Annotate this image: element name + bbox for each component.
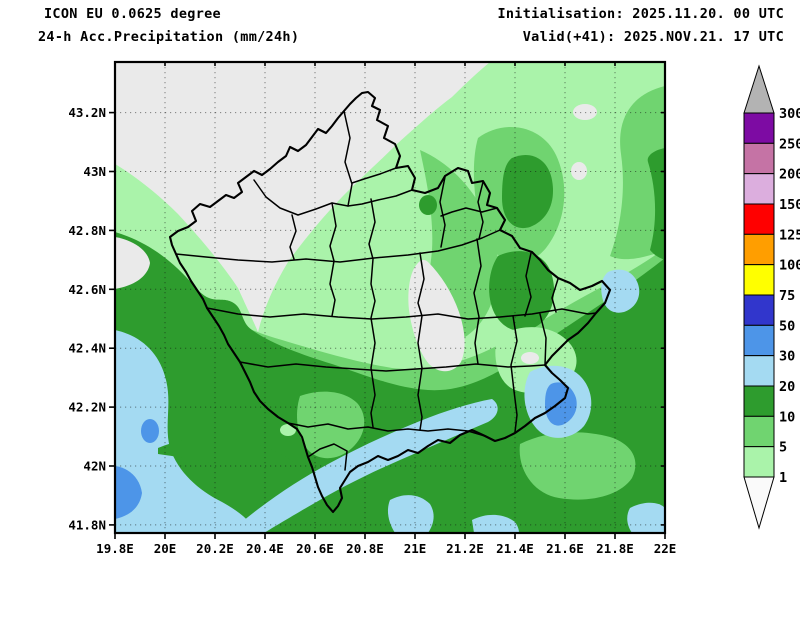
tick-layer: [109, 62, 666, 539]
fill-20-30-bottom-patch-2: [472, 514, 519, 533]
colorbar-label: 200: [779, 167, 800, 183]
valid-time: Valid(+41): 2025.NOV.21. 17 UTC: [522, 29, 784, 45]
fill-30-50-west-spot: [141, 419, 159, 443]
x-axis-label: 21.4E: [496, 541, 534, 556]
y-axis-label: 42.8N: [68, 223, 106, 238]
fill-20-30-west-mass: [115, 330, 256, 533]
y-axis-label: 43.2N: [68, 105, 106, 120]
fill-10-20-east-cluster: [489, 251, 555, 331]
initialisation-time: Initialisation: 2025.11.20. 00 UTC: [497, 6, 784, 22]
municipality-border: [417, 252, 425, 431]
y-axis-label: 42.2N: [68, 400, 106, 415]
x-axis-label: 21.2E: [446, 541, 484, 556]
x-axis-label: 19.8E: [96, 541, 134, 556]
municipality-border: [287, 422, 486, 437]
fill-10-20-east-edge-strip: [647, 148, 665, 260]
municipality-border: [368, 198, 376, 428]
x-axis-label: 20E: [154, 541, 177, 556]
x-axis-label: 20.6E: [296, 541, 334, 556]
colorbar-label: 75: [779, 288, 795, 304]
colorbar-label: 125: [779, 227, 800, 243]
x-axis-label: 21.6E: [546, 541, 584, 556]
fill-1-5-small-spot: [280, 424, 296, 436]
colorbar-band-20-30: [743, 355, 775, 387]
municipality-border: [329, 202, 337, 317]
municipality-border: [175, 229, 501, 263]
colorbar-label: 20: [779, 379, 795, 395]
colorbar-band-10-20: [743, 385, 775, 417]
colorbar-band-75-100: [743, 264, 775, 296]
kosovo-outer-border: [168, 90, 612, 514]
x-axis-label: 20.2E: [196, 541, 234, 556]
colorbar-label: 10: [779, 409, 795, 425]
colorbar-band-100-125: [743, 233, 775, 266]
fill-30-50-southeast-core: [545, 382, 577, 426]
colorbar-band-200-250: [743, 142, 775, 175]
colorbar-band-50-75: [743, 294, 775, 326]
x-axis-label: 20.8E: [346, 541, 384, 556]
fill-20-30-east-border-blob: [601, 269, 640, 313]
colorbar-band-150-200: [743, 173, 775, 205]
y-axis-label: 42.4N: [68, 341, 106, 356]
x-axis-label: 22E: [654, 541, 677, 556]
colorbar-band-1-5: [743, 446, 775, 478]
contour-fill-layer: [115, 62, 665, 533]
fill-5-10-east-edge-band: [610, 86, 665, 260]
x-axis-label: 21.8E: [596, 541, 634, 556]
graticule-layer: [115, 62, 665, 533]
model-title: ICON EU 0.0625 degree: [44, 6, 221, 22]
axis-label-layer: 19.8E 20E 20.2E 20.4E 20.6E 20.8E 21E 21.2E 21.4…: [68, 105, 676, 556]
product-title: 24-h Acc.Precipitation (mm/24h): [38, 29, 300, 45]
colorbar-label: 300: [779, 106, 800, 122]
colorbar-label: 5: [779, 440, 787, 456]
x-axis-label: 21E: [404, 541, 427, 556]
colorbar-over-arrow: [743, 64, 775, 114]
colorbar-under-arrow: [743, 476, 775, 530]
fill-below1-northwest: [115, 62, 490, 332]
fill-below1-spot-2: [571, 162, 587, 180]
fill-30-50-west-core: [115, 466, 142, 519]
y-axis-label: 41.8N: [68, 517, 106, 532]
municipality-border: [440, 207, 498, 217]
municipality-border: [539, 313, 547, 366]
fill-10-20-small-spot: [419, 195, 437, 215]
municipality-border: [551, 278, 559, 313]
fill-5-10-southeast-patch: [519, 432, 636, 500]
fill-below1-west-notch: [115, 237, 150, 289]
fill-below1-spot-1: [573, 104, 597, 120]
fill-20-30-bottom-right-patch: [627, 502, 665, 533]
colorbar-label: 250: [779, 136, 800, 152]
y-axis-label: 42.6N: [68, 282, 106, 297]
fill-below1-spot-3: [521, 352, 539, 364]
colorbar: 300 250 200 150 125 100 75 50 30 20 10 5 1: [743, 64, 800, 530]
colorbar-label: 50: [779, 318, 795, 334]
colorbar-label: 30: [779, 349, 795, 365]
y-axis-label: 42N: [83, 459, 106, 474]
colorbar-band-125-150: [743, 203, 775, 235]
fill-10-20-west-tongue: [158, 437, 295, 473]
municipality-border: [510, 315, 518, 433]
colorbar-band-250-300: [743, 112, 775, 144]
fill-20-30-bottom-patch-1: [387, 495, 434, 533]
municipality-border: [289, 214, 297, 260]
colorbar-band-30-50: [743, 324, 775, 357]
municipality-border: [343, 110, 353, 207]
municipality-border: [473, 238, 482, 365]
colorbar-band-5-10: [743, 415, 775, 448]
fill-10-20-northeast-core: [502, 154, 554, 229]
y-axis-label: 43N: [83, 164, 106, 179]
colorbar-label: 100: [779, 258, 800, 274]
plot-frame: [113, 60, 667, 535]
x-axis-label: 20.4E: [246, 541, 284, 556]
municipality-border: [524, 252, 532, 317]
municipality-border: [307, 443, 348, 471]
colorbar-label: 1: [779, 470, 787, 486]
municipality-border: [351, 167, 397, 184]
border-layer: [168, 90, 612, 514]
colorbar-label: 150: [779, 197, 800, 213]
municipality-border: [439, 176, 446, 248]
